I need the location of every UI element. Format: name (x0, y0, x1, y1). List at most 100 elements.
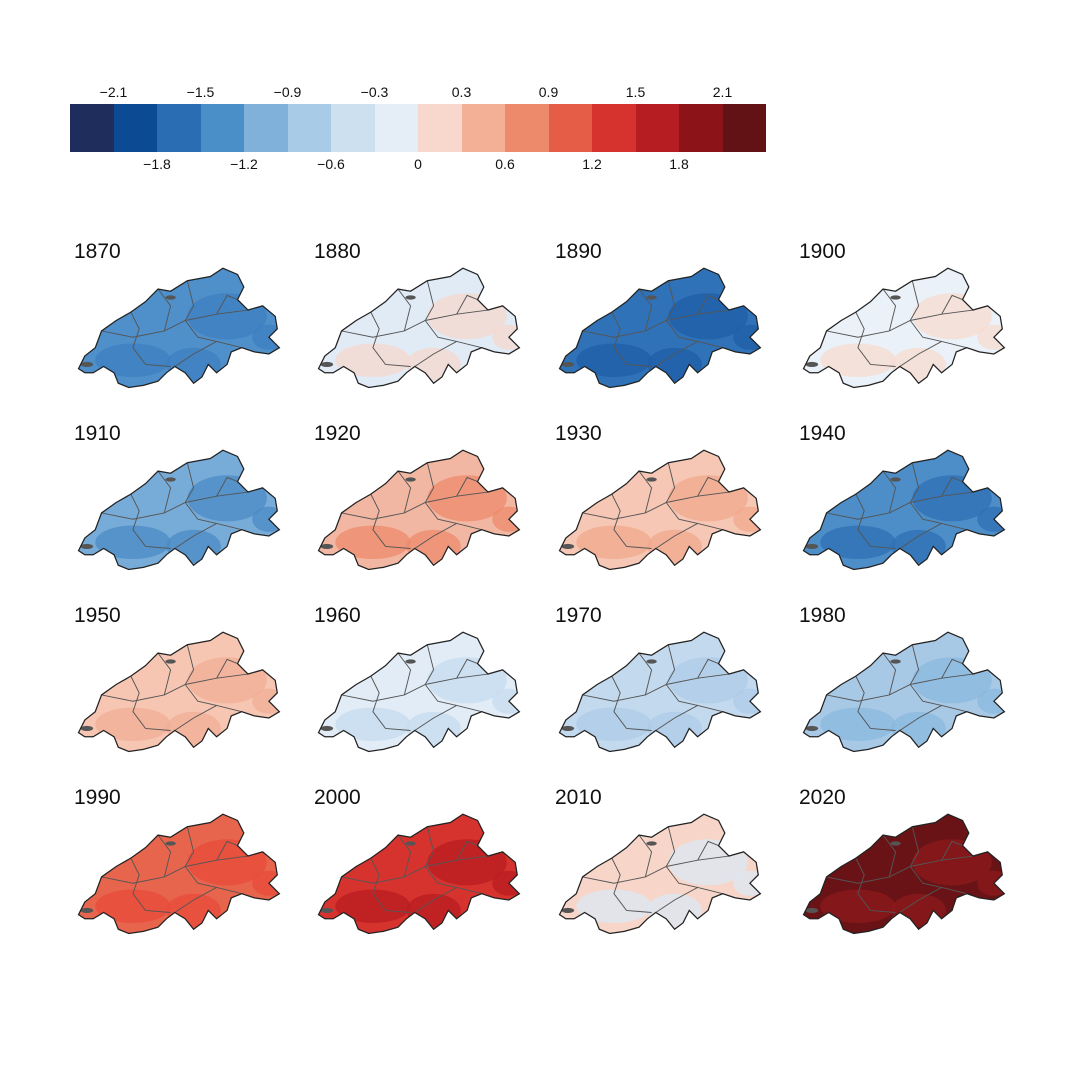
map-panel-1980: 1980 (795, 604, 1015, 764)
switzerland-map (317, 631, 521, 753)
regional-anomaly-patch (335, 889, 411, 923)
switzerland-map (77, 813, 281, 935)
switzerland-map (558, 267, 762, 389)
river-line (456, 476, 478, 497)
regional-anomaly-patch (406, 893, 461, 928)
river-line (184, 462, 242, 531)
map-panel-1910: 1910 (70, 422, 290, 582)
river-line (157, 834, 172, 878)
map-year-label: 2000 (314, 786, 361, 809)
river-line (697, 840, 719, 861)
country-border (317, 267, 521, 389)
river-line (130, 857, 171, 913)
lake-shape (646, 477, 657, 482)
map-year-label: 1890 (555, 240, 602, 263)
regional-anomaly-patch (647, 347, 702, 382)
lake-shape (405, 659, 416, 664)
map-panel-1900: 1900 (795, 240, 1015, 400)
regional-anomaly-patch (406, 347, 461, 382)
river-line (582, 491, 730, 520)
map-year-label: 1930 (555, 422, 602, 445)
river-line (101, 491, 249, 520)
map-year-label: 1970 (555, 604, 602, 627)
river-line (341, 855, 489, 884)
switzerland-map (77, 267, 281, 389)
country-border (802, 631, 1006, 753)
country-border (558, 449, 762, 571)
map-panel-2020: 2020 (795, 786, 1015, 946)
legend-color-swatch (331, 104, 375, 152)
lake-shape (320, 907, 334, 914)
switzerland-map (317, 813, 521, 935)
river-line (456, 658, 478, 679)
legend-tick-label: −1.5 (186, 84, 215, 100)
lake-shape (320, 361, 334, 368)
river-line (101, 855, 249, 884)
river-line (370, 493, 411, 549)
river-line (882, 288, 897, 332)
country-border (317, 813, 521, 935)
river-line (174, 705, 217, 731)
map-panel-1970: 1970 (551, 604, 771, 764)
river-line (909, 280, 967, 349)
country-border (77, 631, 281, 753)
legend-color-swatch (244, 104, 288, 152)
country-border (317, 449, 521, 571)
regional-anomaly-patch (576, 889, 652, 923)
river-line (130, 493, 171, 549)
river-line (130, 675, 171, 731)
river-line (157, 652, 172, 696)
map-panel-1920: 1920 (310, 422, 530, 582)
river-line (697, 476, 719, 497)
river-line (941, 840, 963, 861)
lake-shape (165, 295, 176, 300)
legend-color-swatch (548, 104, 592, 152)
river-line (638, 834, 653, 878)
regional-anomaly-patch (820, 343, 896, 377)
regional-anomaly-patch (891, 893, 946, 928)
country-border (558, 813, 762, 935)
map-panel-1960: 1960 (310, 604, 530, 764)
legend-tick-label: −0.9 (273, 84, 302, 100)
map-year-label: 1880 (314, 240, 361, 263)
map-year-label: 1990 (74, 786, 121, 809)
lake-shape (890, 841, 901, 846)
legend-color-swatch (635, 104, 679, 152)
country-border (77, 267, 281, 389)
regional-anomaly-patch (820, 889, 896, 923)
river-line (611, 311, 652, 367)
map-panel-2010: 2010 (551, 786, 771, 946)
legend-color-swatch (113, 104, 157, 152)
regional-anomaly-patch (647, 711, 702, 746)
map-panel-1940: 1940 (795, 422, 1015, 582)
legend-tick-label: −1.2 (230, 156, 258, 172)
legend-color-swatch (722, 104, 766, 152)
map-year-label: 1950 (74, 604, 121, 627)
country-border (558, 631, 762, 753)
river-line (174, 887, 217, 913)
river-line (424, 280, 482, 349)
river-line (397, 288, 412, 332)
lake-shape (646, 295, 657, 300)
legend-top-ticks: −2.1 −1.5 −0.9 −0.3 0.3 0.9 1.5 2.1 (70, 84, 766, 100)
regional-anomaly-patch (406, 529, 461, 564)
river-line (826, 491, 974, 520)
country-border (77, 813, 281, 935)
regional-anomaly-patch (406, 711, 461, 746)
map-year-label: 1870 (74, 240, 121, 263)
legend-color-swatch (374, 104, 418, 152)
river-line (855, 857, 896, 913)
switzerland-map (77, 449, 281, 571)
country-border (802, 267, 1006, 389)
river-line (665, 826, 723, 895)
river-line (414, 341, 457, 367)
river-line (855, 493, 896, 549)
river-line (909, 644, 967, 713)
lake-shape (805, 361, 819, 368)
river-line (101, 309, 249, 338)
river-line (397, 834, 412, 878)
river-line (157, 470, 172, 514)
lake-shape (320, 725, 334, 732)
legend-tick-label: −0.6 (317, 156, 345, 172)
river-line (909, 826, 967, 895)
